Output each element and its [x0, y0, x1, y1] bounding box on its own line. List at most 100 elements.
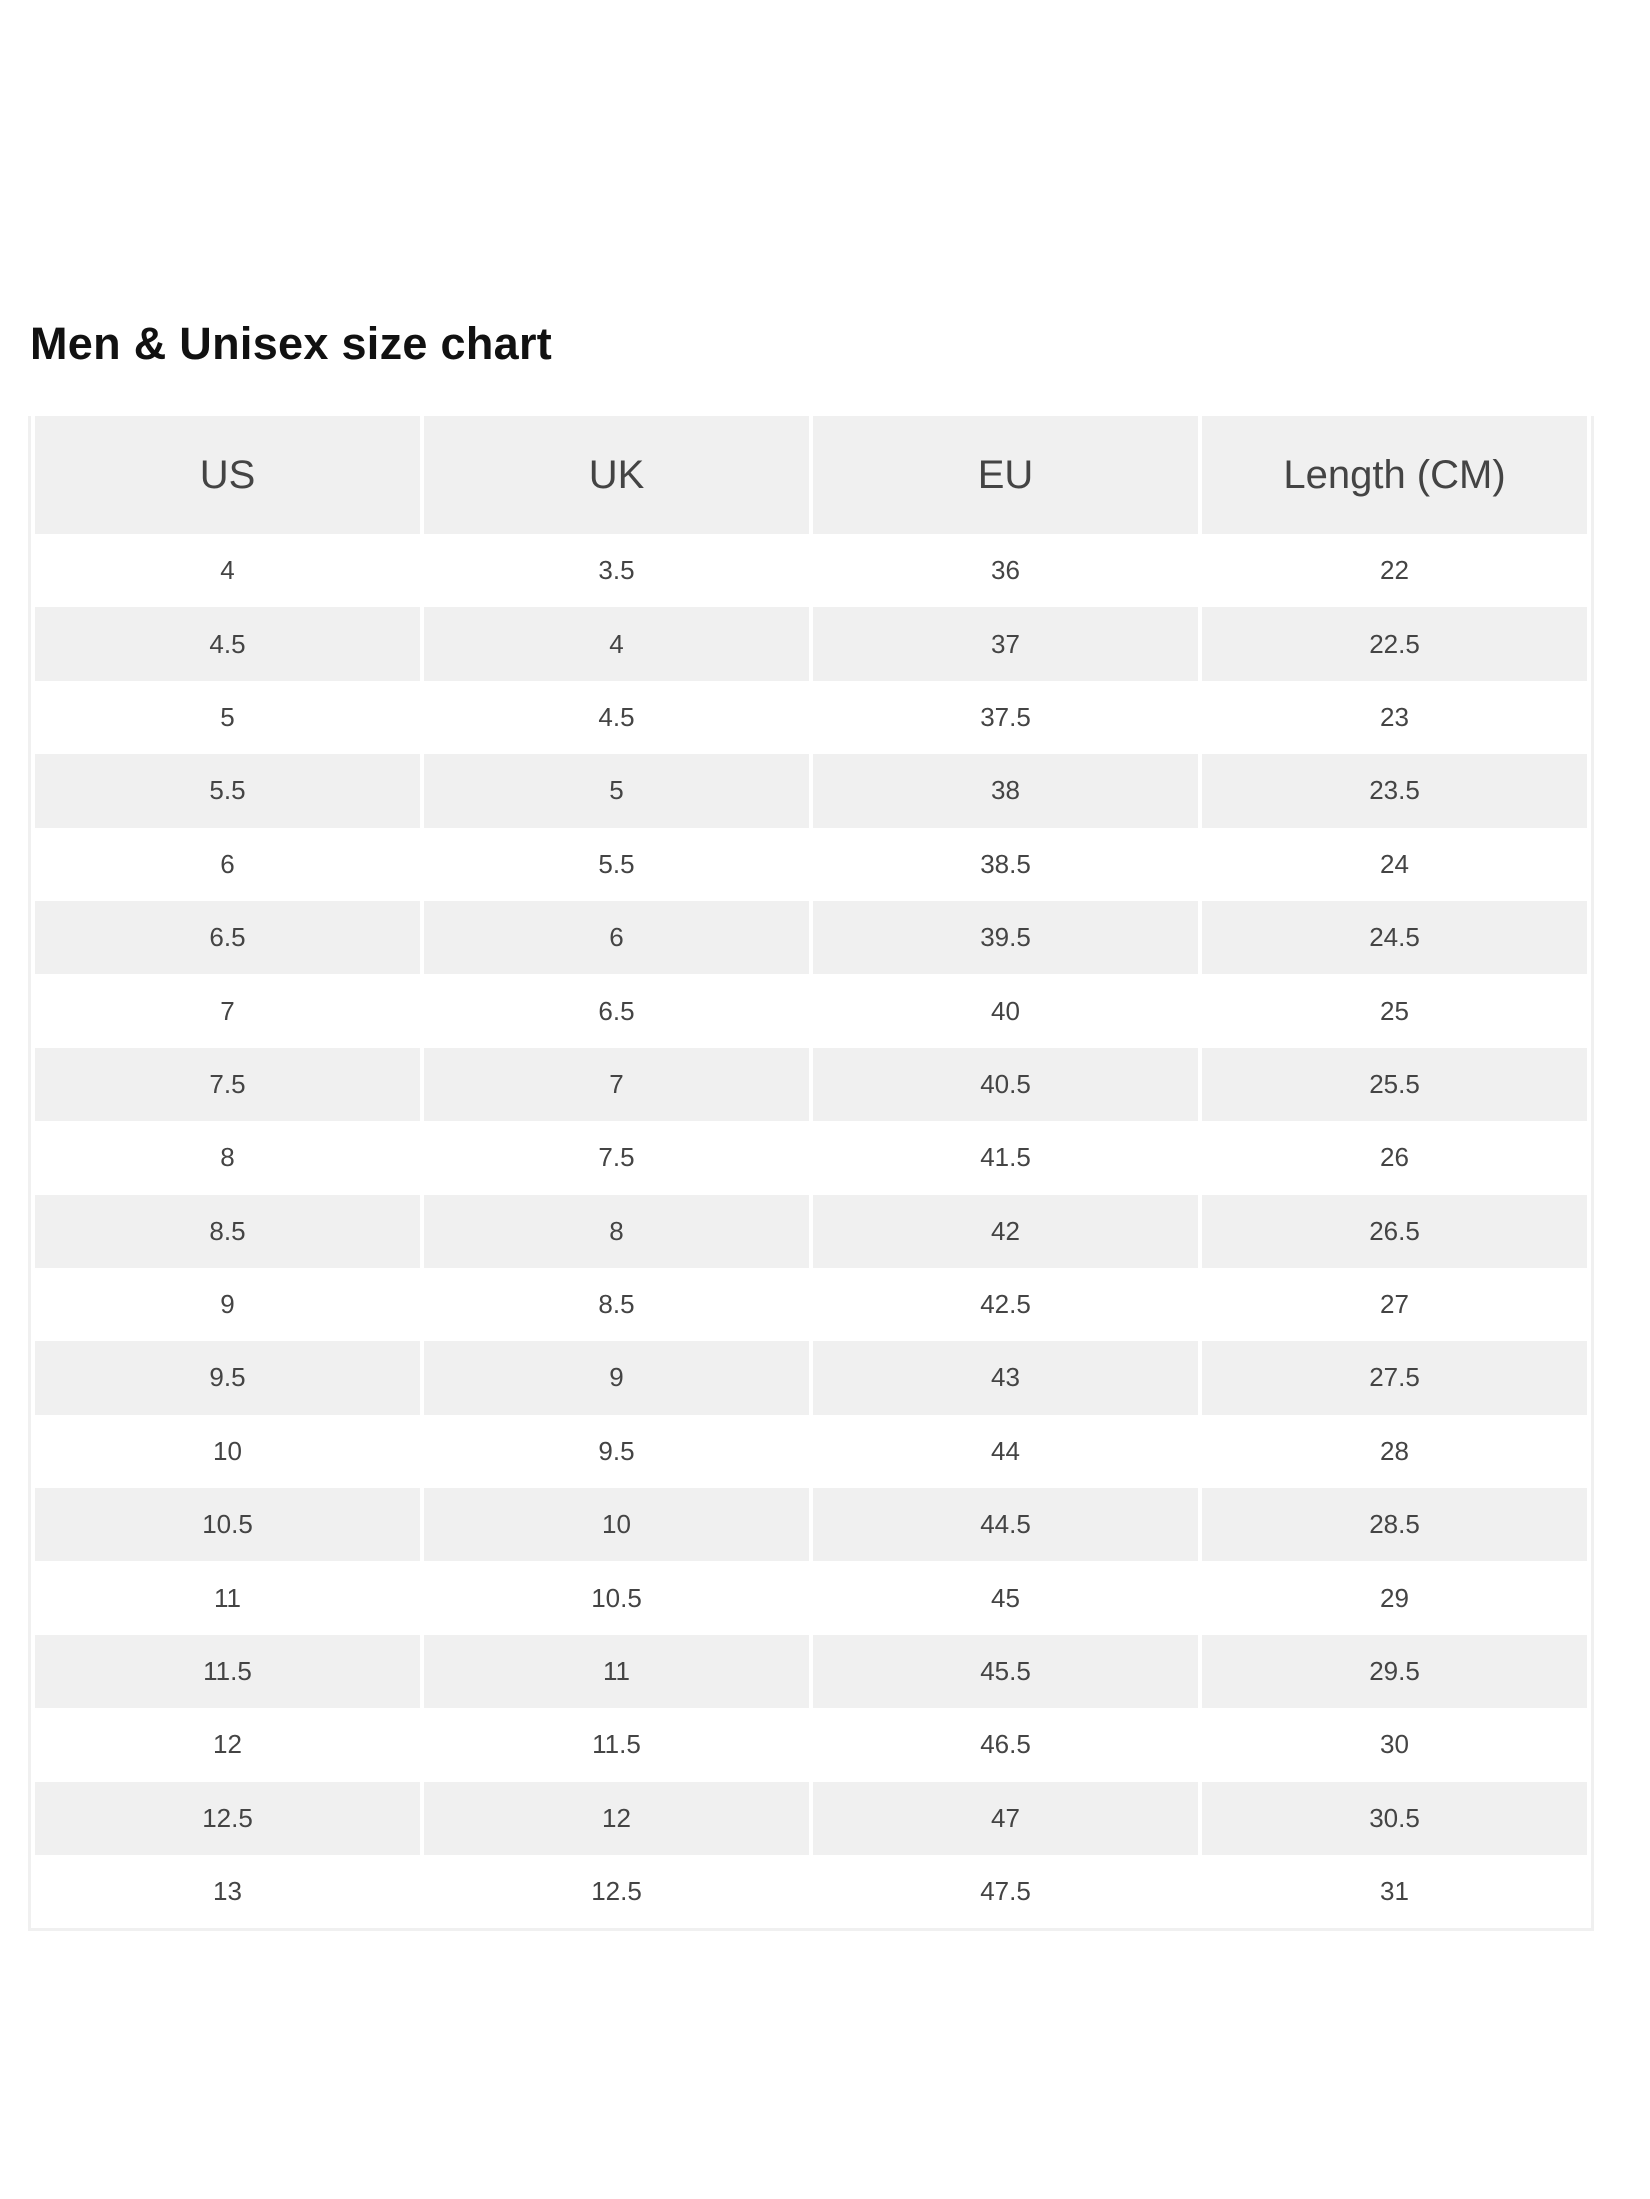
table-row: 7.5 7 40.5 25.5 — [35, 1047, 1587, 1122]
table-row: 9 8.5 42.5 27 — [35, 1267, 1587, 1342]
table-row: 10.5 10 44.5 28.5 — [35, 1488, 1587, 1562]
cell-eu: 44 — [813, 1414, 1198, 1489]
table-row: 10 9.5 44 28 — [35, 1414, 1587, 1489]
cell-us: 4.5 — [35, 607, 420, 681]
cell-us: 9 — [35, 1267, 420, 1342]
column-header-eu: EU — [813, 416, 1198, 534]
cell-length: 22.5 — [1202, 607, 1587, 681]
cell-us: 8 — [35, 1121, 420, 1195]
cell-eu: 43 — [813, 1341, 1198, 1415]
table-row: 12 11.5 46.5 30 — [35, 1708, 1587, 1782]
cell-uk: 10 — [424, 1488, 809, 1562]
cell-length: 22 — [1202, 534, 1587, 608]
cell-eu: 47 — [813, 1781, 1198, 1856]
cell-length: 27.5 — [1202, 1341, 1587, 1415]
table-row: 5.5 5 38 23.5 — [35, 754, 1587, 828]
cell-uk: 4.5 — [424, 680, 809, 755]
table-row: 7 6.5 40 25 — [35, 974, 1587, 1048]
table-row: 12.5 12 47 30.5 — [35, 1781, 1587, 1856]
cell-uk: 12.5 — [424, 1855, 809, 1929]
cell-eu: 41.5 — [813, 1121, 1198, 1195]
cell-us: 10 — [35, 1414, 420, 1489]
cell-us: 6.5 — [35, 900, 420, 975]
table-header-row: US UK EU Length (CM) — [35, 416, 1587, 534]
cell-eu: 40.5 — [813, 1047, 1198, 1122]
cell-us: 9.5 — [35, 1341, 420, 1415]
cell-eu: 37.5 — [813, 680, 1198, 755]
column-header-us: US — [35, 416, 420, 534]
cell-uk: 9 — [424, 1341, 809, 1415]
cell-uk: 11.5 — [424, 1708, 809, 1782]
cell-us: 7 — [35, 974, 420, 1048]
cell-uk: 12 — [424, 1781, 809, 1856]
cell-length: 30.5 — [1202, 1781, 1587, 1856]
cell-uk: 7 — [424, 1047, 809, 1122]
cell-us: 11.5 — [35, 1634, 420, 1709]
cell-eu: 45 — [813, 1561, 1198, 1635]
cell-uk: 8.5 — [424, 1267, 809, 1342]
cell-us: 8.5 — [35, 1194, 420, 1268]
cell-length: 24 — [1202, 827, 1587, 901]
cell-length: 23 — [1202, 680, 1587, 755]
cell-uk: 9.5 — [424, 1414, 809, 1489]
cell-us: 12 — [35, 1708, 420, 1782]
column-header-uk: UK — [424, 416, 809, 534]
cell-us: 5.5 — [35, 754, 420, 828]
cell-length: 28.5 — [1202, 1488, 1587, 1562]
table-row: 8.5 8 42 26.5 — [35, 1194, 1587, 1268]
cell-eu: 37 — [813, 607, 1198, 681]
cell-eu: 40 — [813, 974, 1198, 1048]
cell-length: 23.5 — [1202, 754, 1587, 828]
column-header-length: Length (CM) — [1202, 416, 1587, 534]
cell-uk: 10.5 — [424, 1561, 809, 1635]
cell-eu: 39.5 — [813, 900, 1198, 975]
cell-length: 30 — [1202, 1708, 1587, 1782]
table-row: 13 12.5 47.5 31 — [35, 1855, 1587, 1929]
cell-eu: 38.5 — [813, 827, 1198, 901]
cell-uk: 5 — [424, 754, 809, 828]
cell-eu: 36 — [813, 534, 1198, 608]
cell-us: 4 — [35, 534, 420, 608]
cell-length: 25 — [1202, 974, 1587, 1048]
table-row: 5 4.5 37.5 23 — [35, 680, 1587, 755]
table-row: 4.5 4 37 22.5 — [35, 607, 1587, 681]
cell-uk: 11 — [424, 1634, 809, 1709]
table-row: 6 5.5 38.5 24 — [35, 827, 1587, 901]
cell-eu: 46.5 — [813, 1708, 1198, 1782]
table-row: 9.5 9 43 27.5 — [35, 1341, 1587, 1415]
cell-eu: 38 — [813, 754, 1198, 828]
table-row: 11 10.5 45 29 — [35, 1561, 1587, 1635]
cell-eu: 44.5 — [813, 1488, 1198, 1562]
cell-uk: 8 — [424, 1194, 809, 1268]
cell-length: 24.5 — [1202, 900, 1587, 975]
cell-us: 12.5 — [35, 1781, 420, 1856]
cell-length: 27 — [1202, 1267, 1587, 1342]
table-row: 4 3.5 36 22 — [35, 534, 1587, 608]
cell-length: 25.5 — [1202, 1047, 1587, 1122]
cell-eu: 42 — [813, 1194, 1198, 1268]
cell-us: 10.5 — [35, 1488, 420, 1562]
cell-uk: 6 — [424, 900, 809, 975]
table-row: 6.5 6 39.5 24.5 — [35, 900, 1587, 975]
cell-uk: 4 — [424, 607, 809, 681]
size-chart-table: US UK EU Length (CM) 4 3.5 36 22 4.5 4 37 22.5 5… — [28, 416, 1594, 1932]
cell-eu: 47.5 — [813, 1855, 1198, 1929]
cell-us: 6 — [35, 827, 420, 901]
cell-length: 31 — [1202, 1855, 1587, 1929]
cell-length: 26.5 — [1202, 1194, 1587, 1268]
page-title: Men & Unisex size chart — [30, 318, 553, 369]
cell-length: 29.5 — [1202, 1634, 1587, 1709]
cell-length: 29 — [1202, 1561, 1587, 1635]
cell-uk: 3.5 — [424, 534, 809, 608]
cell-length: 26 — [1202, 1121, 1587, 1195]
cell-uk: 7.5 — [424, 1121, 809, 1195]
table-row: 11.5 11 45.5 29.5 — [35, 1634, 1587, 1709]
cell-length: 28 — [1202, 1414, 1587, 1489]
cell-eu: 45.5 — [813, 1634, 1198, 1709]
cell-us: 11 — [35, 1561, 420, 1635]
cell-us: 5 — [35, 680, 420, 755]
cell-us: 7.5 — [35, 1047, 420, 1122]
cell-uk: 6.5 — [424, 974, 809, 1048]
cell-us: 13 — [35, 1855, 420, 1929]
cell-eu: 42.5 — [813, 1267, 1198, 1342]
